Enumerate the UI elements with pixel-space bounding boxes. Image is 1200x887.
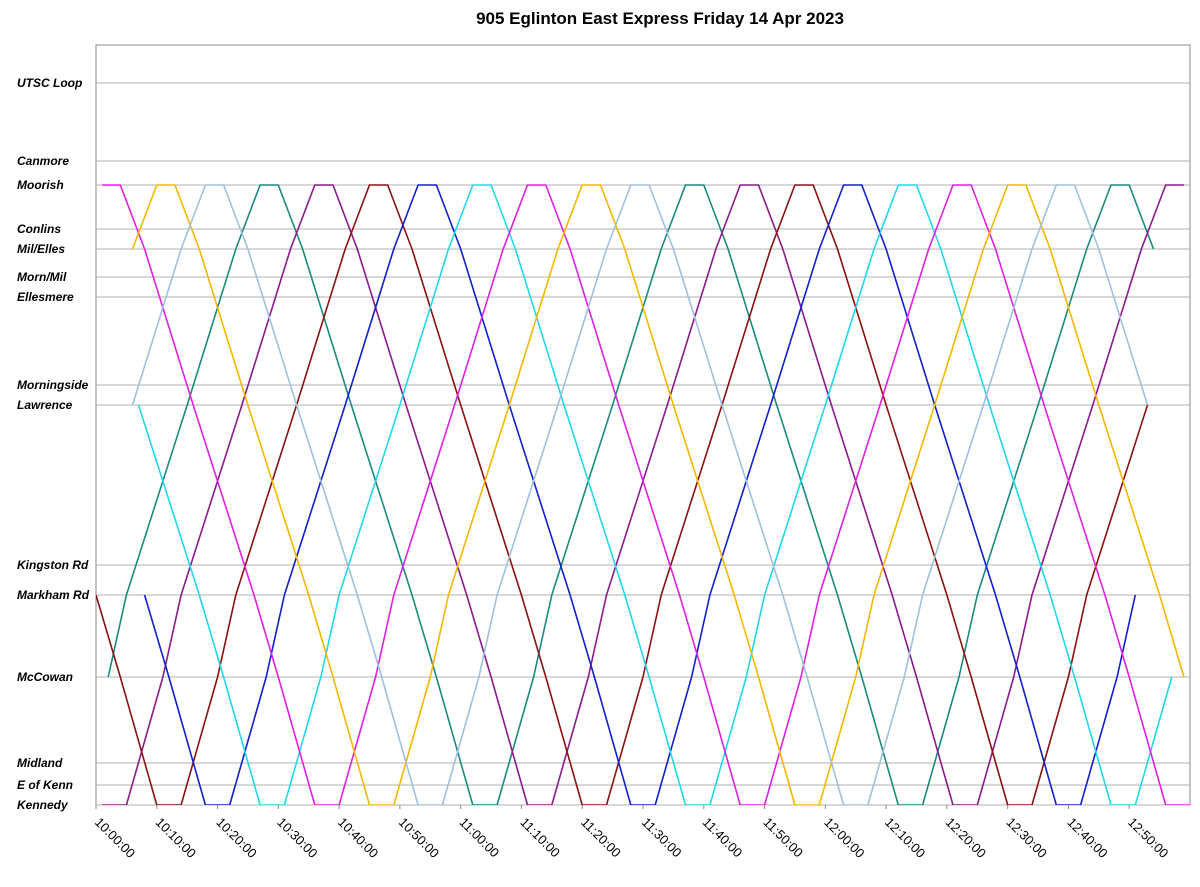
chart-title: 905 Eglinton East Express Friday 14 Apr … — [476, 9, 844, 28]
x-tick-label: 10:50:00 — [396, 815, 442, 861]
y-tick-label: McCowan — [17, 670, 73, 684]
vehicle-trace — [96, 184, 1149, 805]
vehicle-trace — [143, 184, 1137, 805]
x-tick-label: 11:20:00 — [578, 815, 624, 861]
y-tick-label: E of Kenn — [17, 778, 73, 792]
y-tick-label: Conlins — [17, 222, 61, 236]
vehicle-trace — [137, 184, 1173, 805]
x-tick-label: 12:00:00 — [821, 815, 867, 861]
plot-frame — [95, 44, 1191, 806]
x-tick-label: 12:50:00 — [1125, 815, 1171, 861]
x-tick-label: 10:40:00 — [335, 815, 381, 861]
vehicle-trace — [131, 184, 1185, 805]
x-tick-label: 12:10:00 — [882, 815, 928, 861]
y-tick-label: UTSC Loop — [17, 76, 82, 90]
x-tick-label: 10:20:00 — [213, 815, 259, 861]
x-tick-label: 11:50:00 — [760, 815, 806, 861]
y-tick-label: Lawrence — [17, 398, 73, 412]
x-tick-label: 10:10:00 — [153, 815, 199, 861]
vehicle-trace — [131, 184, 1149, 805]
y-tick-label: Markham Rd — [17, 588, 90, 602]
vehicle-trace — [102, 184, 1190, 805]
x-tick-label: 12:40:00 — [1064, 815, 1110, 861]
x-tick-label: 11:30:00 — [639, 815, 685, 861]
y-tick-label: Kennedy — [17, 798, 69, 812]
y-tick-label: Midland — [17, 756, 63, 770]
x-tick-label: 12:30:00 — [1004, 815, 1050, 861]
y-tick-label: Moorish — [17, 178, 64, 192]
vehicle-trace — [107, 184, 1155, 805]
y-tick-label: Morningside — [17, 378, 89, 392]
y-tick-label: Morn/Mil — [17, 270, 67, 284]
x-tick-label: 11:40:00 — [700, 815, 746, 861]
y-tick-label: Kingston Rd — [17, 558, 89, 572]
y-tick-label: Canmore — [17, 154, 69, 168]
x-tick-label: 12:20:00 — [943, 815, 989, 861]
x-tick-label: 10:30:00 — [274, 815, 320, 861]
x-tick-label: 11:10:00 — [517, 815, 563, 861]
x-tick-label: 11:00:00 — [457, 815, 503, 861]
x-tick-label: 10:00:00 — [92, 815, 138, 861]
labels: UTSC Loop Canmore Moorish Conlins Mil/Elles M… — [17, 76, 1171, 861]
y-tick-label: Ellesmere — [17, 290, 74, 304]
traces — [96, 184, 1190, 805]
y-tick-label: Mil/Elles — [17, 242, 65, 256]
vehicle-trace — [102, 184, 1184, 805]
